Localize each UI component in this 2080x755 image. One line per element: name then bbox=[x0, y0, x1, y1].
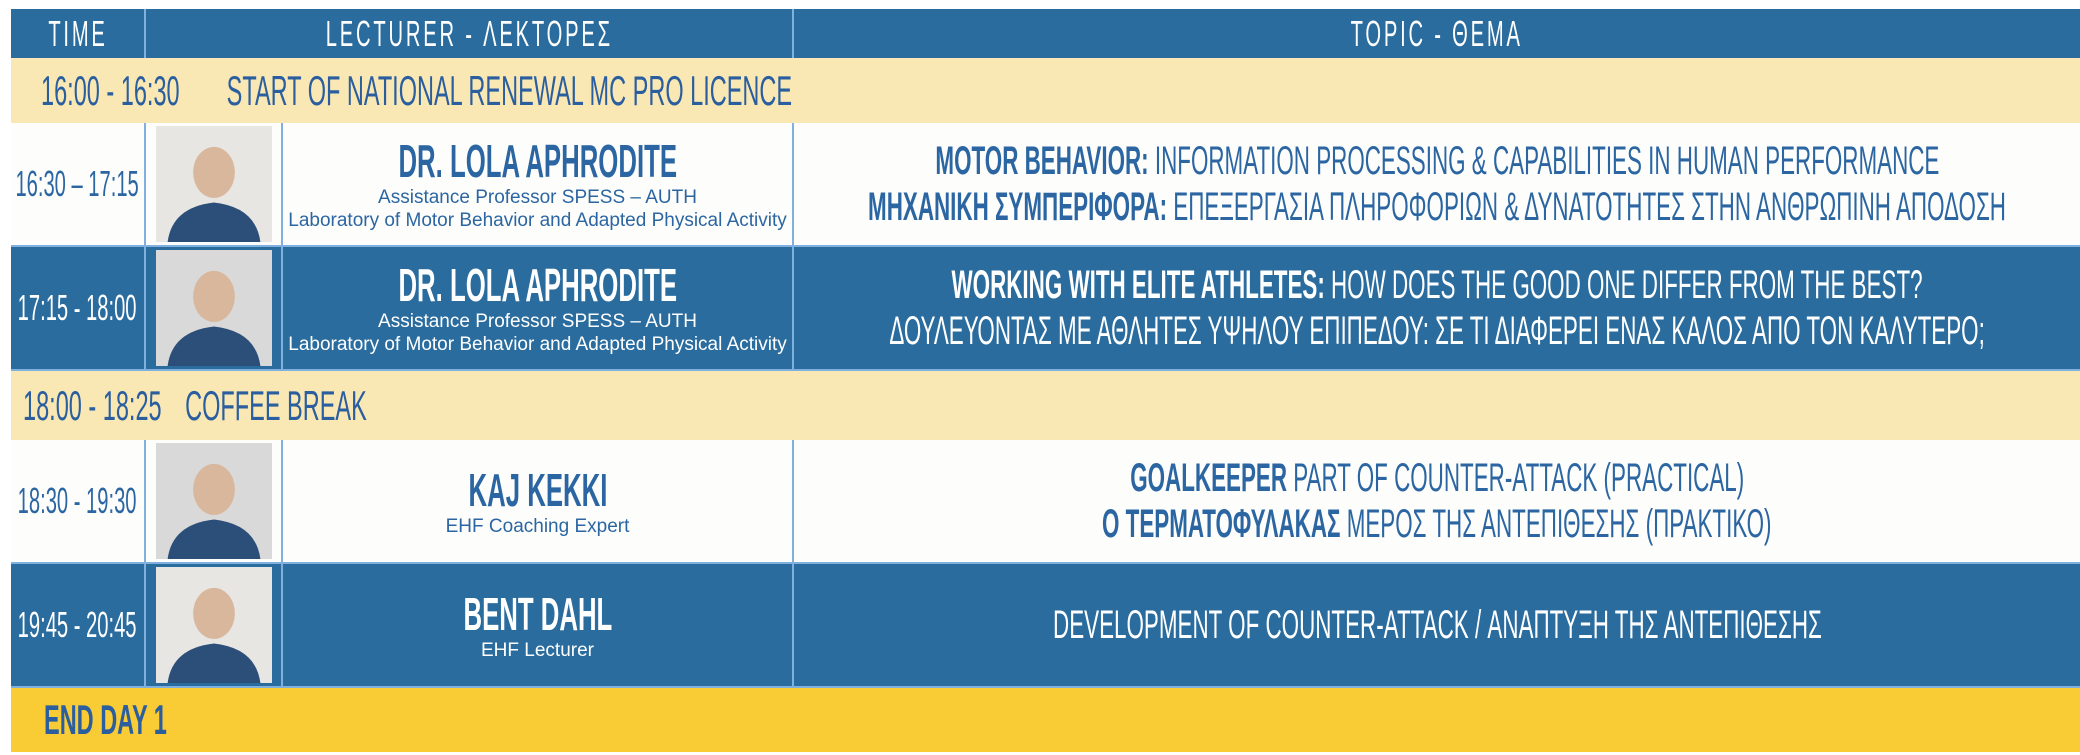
time-cell: 18:30 - 19:30 bbox=[11, 440, 146, 562]
session-time: 18:30 - 19:30 bbox=[18, 480, 137, 521]
lecturer-detail: EHF Coaching Expert bbox=[445, 515, 630, 537]
topic-cell: MOTOR BEHAVIOR: INFORMATION PROCESSING &… bbox=[794, 123, 2080, 245]
topic-rest: INFORMATION PROCESSING & CAPABILITIES IN… bbox=[1154, 139, 1939, 183]
header-lecturer: LECTURER - ΛΕΚΤΟΡΕΣ bbox=[325, 12, 613, 54]
topic-line: MOTOR BEHAVIOR: INFORMATION PROCESSING &… bbox=[794, 138, 2080, 184]
lecturer-detail: Assistance Professor SPESS – AUTH bbox=[378, 311, 697, 332]
lecturer-photo bbox=[155, 126, 272, 242]
session-time: 17:15 - 18:00 bbox=[18, 287, 137, 328]
topic-line: WORKING WITH ELITE ATHLETES: HOW DOES TH… bbox=[794, 262, 2080, 308]
header-time: TIME bbox=[47, 12, 108, 54]
lecturer-name: DR. LOLA APHRODITE bbox=[398, 259, 677, 311]
topic-bold: GOALKEEPER bbox=[1130, 456, 1287, 500]
photo-cell bbox=[146, 247, 283, 369]
lecturer-cell: DR. LOLA APHRODITE Assistance Professor S… bbox=[283, 247, 794, 369]
schedule-row: 18:30 - 19:30 KAJ KEKKI EHF Coaching Exper… bbox=[11, 440, 2080, 564]
banner-time: 16:00 - 16:30 bbox=[41, 66, 180, 114]
banner-text: 18:00 - 18:25 COFFEE BREAK bbox=[23, 382, 367, 430]
photo-cell bbox=[146, 123, 283, 245]
topic-text: WORKING WITH ELITE ATHLETES: HOW DOES TH… bbox=[951, 262, 1922, 308]
topic-text: MOTOR BEHAVIOR: INFORMATION PROCESSING &… bbox=[935, 138, 1939, 184]
topic-rest: HOW DOES THE GOOD ONE DIFFER FROM THE BE… bbox=[1330, 263, 1923, 307]
banner-text: 16:00 - 16:30 START OF NATIONAL RENEWAL … bbox=[41, 67, 792, 115]
lecturer-cell: KAJ KEKKI EHF Coaching Expert bbox=[283, 440, 794, 562]
header-cell: TOPIC - ΘΕΜΑ bbox=[794, 9, 2080, 58]
schedule-row: 18:00 - 18:25 COFFEE BREAK bbox=[11, 371, 2080, 440]
session-time: 19:45 - 20:45 bbox=[18, 604, 137, 645]
lecturer-photo bbox=[155, 567, 272, 683]
photo-cell bbox=[146, 564, 283, 686]
lecturer-photo bbox=[155, 250, 272, 366]
topic-line: ΜΗΧΑΝΙΚΗ ΣΥΜΠΕΡΙΦΟΡΑ: ΕΠΕΞΕΡΓΑΣΙΑ ΠΛΗΡΟΦ… bbox=[794, 184, 2080, 230]
banner-time: 18:00 - 18:25 bbox=[23, 381, 162, 429]
lecturer-detail: Laboratory of Motor Behavior and Adapted… bbox=[288, 334, 787, 355]
topic-cell: WORKING WITH ELITE ATHLETES: HOW DOES TH… bbox=[794, 247, 2080, 369]
topic-text: DEVELOPMENT OF COUNTER-ATTACK / ΑΝΑΠΤΥΞΗ… bbox=[1053, 602, 1822, 648]
topic-cell: DEVELOPMENT OF COUNTER-ATTACK / ΑΝΑΠΤΥΞΗ… bbox=[794, 564, 2080, 686]
topic-rest: PART OF COUNTER-ATTACK (PRACTICAL) bbox=[1293, 456, 1744, 500]
lecturer-name: DR. LOLA APHRODITE bbox=[398, 135, 677, 187]
topic-text: ΔΟΥΛΕΥΟΝΤΑΣ ΜΕ ΑΘΛΗΤΕΣ ΥΨΗΛΟΥ ΕΠΙΠΕΔΟΥ: … bbox=[889, 308, 1984, 354]
header-cell: TIME bbox=[11, 9, 146, 58]
topic-bold: ΜΗΧΑΝΙΚΗ ΣΥΜΠΕΡΙΦΟΡΑ: bbox=[868, 185, 1168, 229]
topic-rest: ΕΠΕΞΕΡΓΑΣΙΑ ΠΛΗΡΟΦΟΡΙΩΝ & ΔΥΝΑΤΟΤΗΤΕΣ ΣΤ… bbox=[1173, 185, 2006, 229]
topic-rest: ΔΟΥΛΕΥΟΝΤΑΣ ΜΕ ΑΘΛΗΤΕΣ ΥΨΗΛΟΥ ΕΠΙΠΕΔΟΥ: … bbox=[889, 309, 1985, 353]
schedule-row: 16:00 - 16:30 START OF NATIONAL RENEWAL … bbox=[11, 58, 2080, 123]
topic-line: GOALKEEPER PART OF COUNTER-ATTACK (PRACT… bbox=[794, 455, 2080, 501]
session-time: 16:30 – 17:15 bbox=[15, 163, 140, 204]
topic-line: Ο ΤΕΡΜΑΤΟΦΥΛΑΚΑΣ ΜΕΡΟΣ ΤΗΣ ΑΝΤΕΠΙΘΕΣΗΣ (… bbox=[794, 501, 2080, 547]
time-cell: 17:15 - 18:00 bbox=[11, 247, 146, 369]
topic-bold: WORKING WITH ELITE ATHLETES: bbox=[951, 263, 1325, 307]
time-cell: 16:30 – 17:15 bbox=[11, 123, 146, 245]
time-cell: 19:45 - 20:45 bbox=[11, 564, 146, 686]
topic-text: GOALKEEPER PART OF COUNTER-ATTACK (PRACT… bbox=[1130, 455, 1744, 501]
lecturer-cell: BENT DAHL EHF Lecturer bbox=[283, 564, 794, 686]
schedule-row: 19:45 - 20:45 BENT DAHL EHF Lecturer DEVELO… bbox=[11, 564, 2080, 688]
topic-text: Ο ΤΕΡΜΑΤΟΦΥΛΑΚΑΣ ΜΕΡΟΣ ΤΗΣ ΑΝΤΕΠΙΘΕΣΗΣ (… bbox=[1102, 501, 1771, 547]
topic-bold: MOTOR BEHAVIOR: bbox=[935, 139, 1149, 183]
lecturer-name: BENT DAHL bbox=[463, 587, 612, 640]
header-row: TIME LECTURER - ΛΕΚΤΟΡΕΣ TOPIC - ΘΕΜΑ bbox=[11, 9, 2080, 58]
lecturer-name: KAJ KEKKI bbox=[468, 463, 607, 516]
schedule-row: 16:30 – 17:15 DR. LOLA APHRODITE Assistanc… bbox=[11, 123, 2080, 247]
topic-rest: ΜΕΡΟΣ ΤΗΣ ΑΝΤΕΠΙΘΕΣΗΣ (ΠΡΑΚΤΙΚΟ) bbox=[1346, 502, 1772, 546]
lecturer-detail: Assistance Professor SPESS – AUTH bbox=[378, 187, 697, 208]
banner-title: COFFEE BREAK bbox=[185, 381, 367, 429]
topic-line: DEVELOPMENT OF COUNTER-ATTACK / ΑΝΑΠΤΥΞΗ… bbox=[794, 602, 2080, 648]
lecturer-photo bbox=[155, 443, 272, 559]
topic-rest: DEVELOPMENT OF COUNTER-ATTACK / ΑΝΑΠΤΥΞΗ… bbox=[1052, 603, 1822, 647]
header-cell: LECTURER - ΛΕΚΤΟΡΕΣ bbox=[146, 9, 794, 58]
lecturer-detail: Laboratory of Motor Behavior and Adapted… bbox=[288, 210, 787, 231]
topic-cell: GOALKEEPER PART OF COUNTER-ATTACK (PRACT… bbox=[794, 440, 2080, 562]
schedule: TIME LECTURER - ΛΕΚΤΟΡΕΣ TOPIC - ΘΕΜΑ 16… bbox=[11, 9, 2080, 752]
end-text: END DAY 1 bbox=[44, 696, 167, 743]
schedule-row: 17:15 - 18:00 DR. LOLA APHRODITE Assistanc… bbox=[11, 247, 2080, 371]
topic-text: ΜΗΧΑΝΙΚΗ ΣΥΜΠΕΡΙΦΟΡΑ: ΕΠΕΞΕΡΓΑΣΙΑ ΠΛΗΡΟΦ… bbox=[868, 184, 2006, 230]
lecturer-cell: DR. LOLA APHRODITE Assistance Professor S… bbox=[283, 123, 794, 245]
topic-bold: Ο ΤΕΡΜΑΤΟΦΥΛΑΚΑΣ bbox=[1102, 502, 1341, 546]
banner-title: START OF NATIONAL RENEWAL MC PRO LICENCE bbox=[226, 66, 793, 114]
lecturer-detail: EHF Lecturer bbox=[481, 639, 594, 661]
photo-cell bbox=[146, 440, 283, 562]
topic-line: ΔΟΥΛΕΥΟΝΤΑΣ ΜΕ ΑΘΛΗΤΕΣ ΥΨΗΛΟΥ ΕΠΙΠΕΔΟΥ: … bbox=[794, 308, 2080, 354]
header-topic: TOPIC - ΘΕΜΑ bbox=[1350, 12, 1524, 54]
schedule-row: END DAY 1 bbox=[11, 688, 2080, 752]
